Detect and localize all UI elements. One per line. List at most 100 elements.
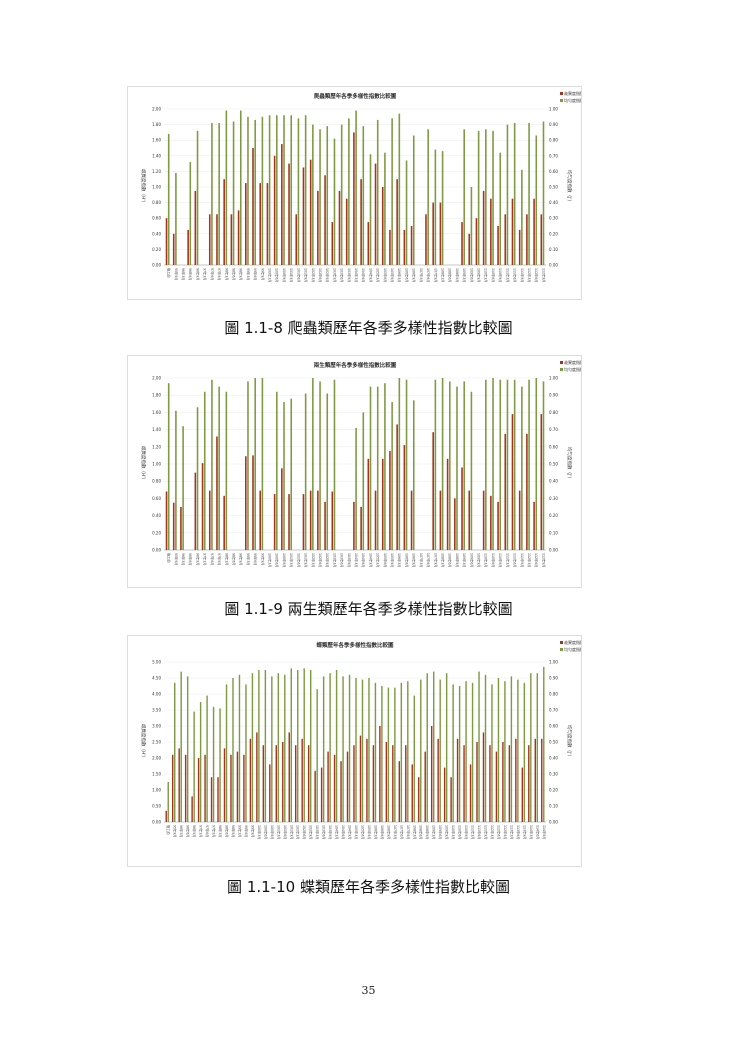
x-tick-label: 96年3月 (181, 268, 186, 280)
x-tick-label: 102年3月 (296, 825, 301, 840)
bar-richness (302, 494, 305, 550)
x-tick-label: 100年3月 (268, 268, 273, 283)
bar-richness (533, 501, 535, 550)
bar-evenness (225, 391, 228, 550)
y-tick-label-left: 0.00 (152, 820, 161, 825)
x-tick-label: 98年9月 (239, 553, 244, 565)
bar-evenness (369, 154, 372, 265)
y-tick-label-right: 0.40 (549, 200, 558, 205)
bar-evenness (504, 681, 506, 822)
bar-evenness (297, 670, 299, 822)
bar-evenness (271, 676, 273, 822)
x-tick-label: 112年9月 (541, 268, 546, 283)
x-tick-label: 98年9月 (239, 268, 244, 280)
bar-richness (165, 491, 168, 550)
bar-richness (396, 424, 398, 550)
bar-evenness (384, 152, 386, 265)
bar-evenness (434, 379, 437, 550)
x-tick-label: 101年6月 (296, 268, 301, 283)
y-tick-label-left: 0.80 (152, 200, 161, 205)
x-tick-label: 100年3月 (268, 553, 273, 568)
y-tick-label-left: 0.00 (152, 263, 161, 268)
y-axis-title-left: 歧異度指數（H'） (140, 169, 147, 205)
x-tick-label: 102年6月 (318, 553, 323, 568)
y-tick-label-right: 0.70 (549, 708, 558, 713)
bar-evenness (478, 671, 480, 822)
bar-evenness (189, 162, 192, 265)
x-tick-label: 100年6月 (275, 553, 280, 568)
x-tick-label: 104年6月 (341, 825, 346, 840)
bar-evenness (387, 687, 390, 822)
bar-evenness (448, 381, 451, 550)
x-tick-label: 104年6月 (361, 268, 366, 283)
x-tick-label: 114年6月 (535, 825, 540, 840)
x-tick-label: 109年6月 (438, 825, 443, 840)
chart-title: 蝶類歷年各季多樣性指數比較圖 (316, 641, 394, 649)
bar-richness (327, 751, 329, 822)
x-tick-label: 96年6月 (188, 553, 193, 565)
bar-evenness (251, 673, 254, 822)
bar-evenness (348, 118, 350, 265)
bar-evenness (405, 160, 408, 265)
bar-evenness (245, 684, 247, 822)
x-tick-label: 113年3月 (509, 825, 514, 840)
x-tick-label: 105年9月 (390, 268, 395, 283)
x-tick-label: 110年9月 (498, 553, 503, 568)
x-tick-label: 104年3月 (354, 553, 359, 568)
x-tick-label: 111年6月 (477, 825, 482, 840)
x-tick-label: 105年9月 (367, 825, 372, 840)
bar-richness (172, 233, 175, 265)
bar-richness (367, 458, 370, 550)
x-tick-label: 106年6月 (404, 553, 409, 568)
bar-richness (302, 167, 305, 265)
bar-evenness (206, 695, 208, 822)
bar-richness (504, 433, 507, 550)
bar-richness (252, 455, 254, 550)
bar-evenness (247, 116, 249, 265)
bar-evenness (290, 398, 293, 550)
x-tick-label: 109年9月 (445, 825, 450, 840)
bar-richness (403, 445, 406, 550)
x-tick-label: 97年9月 (217, 268, 222, 280)
bar-evenness (445, 673, 448, 822)
bar-richness (489, 745, 491, 822)
x-tick-label: 107年3月 (419, 268, 424, 283)
bar-evenness (326, 393, 329, 550)
bar-evenness (530, 673, 532, 822)
bar-evenness (394, 687, 396, 822)
x-tick-label: 110年6月 (491, 553, 496, 568)
legend-label: 均勻度指數 (564, 646, 581, 652)
x-tick-label: 108年9月 (455, 268, 460, 283)
bar-richness (374, 490, 377, 550)
y-tick-label-left: 2.50 (152, 740, 161, 745)
bar-evenness (284, 674, 286, 822)
x-tick-label: 108年6月 (448, 268, 453, 283)
x-tick-label: 101年6月 (283, 825, 288, 840)
bar-richness (430, 726, 433, 822)
x-tick-label: 109年3月 (432, 825, 437, 840)
bar-richness (533, 198, 535, 265)
bar-evenness (268, 115, 271, 266)
bar-evenness (322, 676, 325, 822)
x-tick-label: 107年3月 (419, 553, 424, 568)
x-tick-label: 112年6月 (534, 268, 539, 283)
x-tick-label: 97年6月 (210, 268, 215, 280)
x-tick-label: 99年6月 (253, 553, 258, 565)
x-tick-label: 96年9月 (192, 825, 197, 837)
bar-evenness (304, 115, 307, 266)
y-tick-label-left: 1.40 (152, 153, 161, 158)
bar-evenness (342, 676, 344, 822)
x-tick-label: 108年3月 (412, 825, 417, 840)
y-tick-label-right: 0.30 (549, 216, 558, 221)
bar-richness (309, 490, 312, 550)
bar-richness (439, 490, 442, 550)
bar-evenness (441, 378, 444, 550)
y-tick-label-left: 1.50 (152, 772, 161, 777)
y-tick-label-right: 0.30 (549, 772, 558, 777)
bar-evenness (398, 113, 401, 266)
bar-evenness (535, 135, 538, 265)
bar-richness (223, 748, 226, 822)
bar-evenness (412, 135, 415, 265)
bar-richness (266, 183, 269, 265)
y-tick-label-left: 0.60 (152, 216, 161, 221)
